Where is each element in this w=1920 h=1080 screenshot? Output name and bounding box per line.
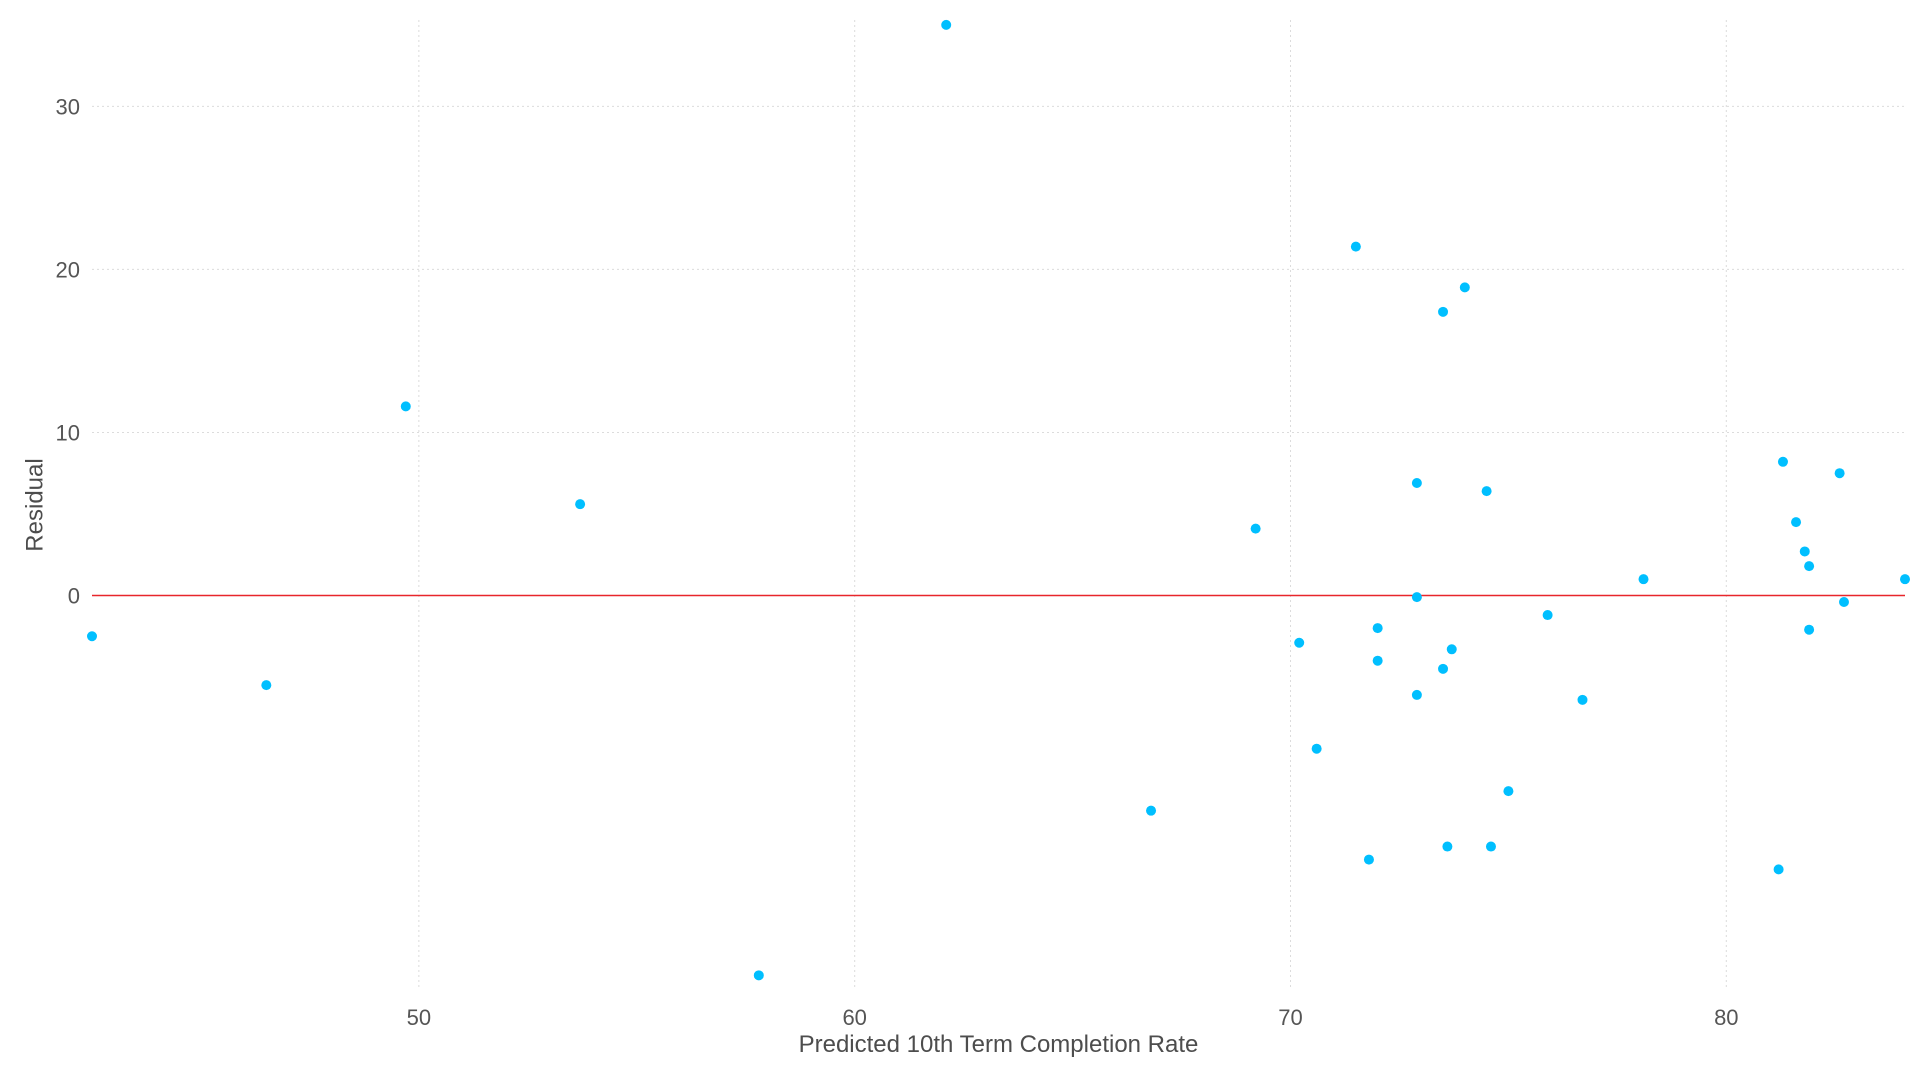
data-point (1363, 854, 1374, 865)
data-point (1838, 597, 1849, 607)
data-point (1446, 644, 1457, 655)
tick-labels-layer: 50 60 70 80 0 10 20 30 (56, 94, 1739, 1030)
points-layer (87, 19, 1910, 981)
data-point (1777, 456, 1788, 467)
data-point (1250, 523, 1261, 534)
x-tick-label: 60 (842, 1005, 866, 1030)
y-tick-label: 20 (56, 257, 80, 282)
data-point (1438, 663, 1449, 674)
data-point (1834, 468, 1845, 479)
x-tick-label: 50 (407, 1005, 431, 1030)
data-point (1442, 841, 1453, 852)
data-point (1900, 574, 1910, 585)
data-point (1372, 623, 1383, 634)
data-point (1804, 561, 1815, 572)
data-point (1799, 546, 1810, 557)
y-tick-label: 0 (68, 583, 80, 608)
data-point (1411, 689, 1422, 700)
data-point (941, 19, 952, 30)
data-point (1411, 592, 1422, 603)
data-point (1804, 624, 1815, 635)
data-point (1638, 574, 1649, 585)
data-point (575, 499, 586, 510)
data-point (1438, 306, 1449, 317)
data-point (87, 631, 97, 642)
data-point (1503, 786, 1514, 797)
x-tick-label: 80 (1714, 1005, 1738, 1030)
x-axis-title: Predicted 10th Term Completion Rate (799, 1031, 1199, 1058)
data-point (1481, 486, 1492, 497)
data-point (1577, 694, 1588, 705)
data-point (1459, 282, 1470, 293)
data-point (753, 970, 764, 981)
data-point (261, 680, 272, 691)
data-point (1411, 477, 1422, 488)
data-point (1294, 637, 1305, 648)
y-tick-label: 30 (56, 94, 80, 119)
data-point (400, 401, 411, 412)
data-point (1791, 517, 1802, 528)
data-point (1350, 241, 1361, 252)
y-axis-title: Residual (21, 458, 48, 551)
data-point (1773, 864, 1784, 875)
data-point (1146, 805, 1157, 816)
y-tick-label: 10 (56, 420, 80, 445)
data-point (1372, 655, 1383, 666)
x-tick-label: 70 (1278, 1005, 1302, 1030)
grid-layer (92, 20, 1905, 990)
data-point (1542, 610, 1553, 621)
data-point (1311, 743, 1322, 754)
data-point (1485, 841, 1496, 852)
